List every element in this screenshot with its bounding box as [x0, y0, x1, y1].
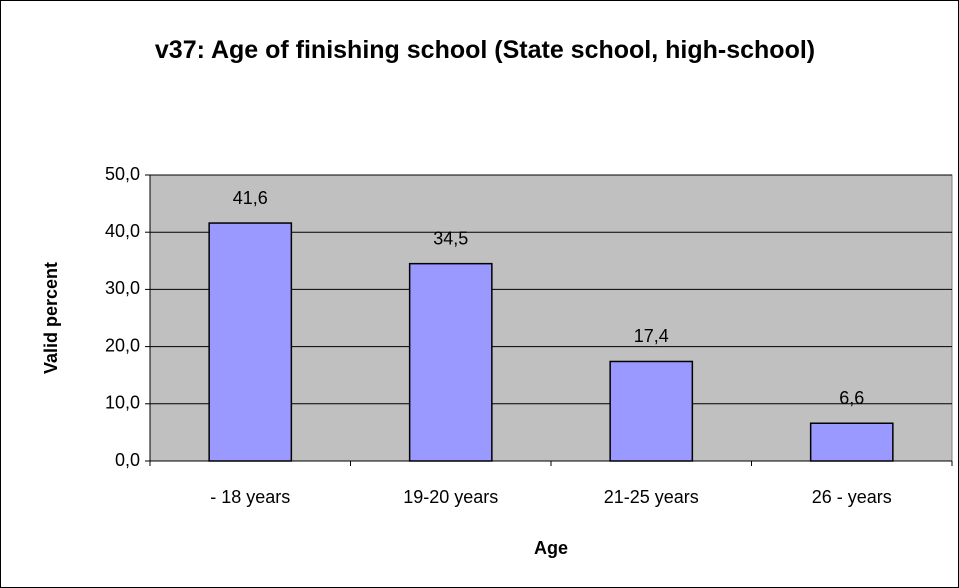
y-tick-label: 30,0: [105, 278, 140, 298]
value-label: 41,6: [233, 188, 268, 208]
y-tick-label: 10,0: [105, 393, 140, 413]
bar: [408, 262, 493, 462]
y-tick-label: 20,0: [105, 335, 140, 355]
y-axis-label: Valid percent: [41, 262, 61, 374]
y-tick-label: 40,0: [105, 221, 140, 241]
bar: [809, 422, 894, 462]
chart-title: v37: Age of finishing school (State scho…: [154, 36, 816, 64]
bar: [208, 222, 293, 462]
y-tick-label: 50,0: [105, 164, 140, 184]
x-tick-label: - 18 years: [210, 487, 290, 507]
x-tick-label: 26 - years: [812, 487, 892, 507]
value-label: 17,4: [634, 326, 669, 346]
value-label: 34,5: [433, 228, 468, 248]
bar: [609, 360, 694, 462]
x-axis-label: Age: [534, 538, 568, 558]
value-label: 6,6: [839, 388, 864, 408]
x-tick-label: 19-20 years: [403, 487, 498, 507]
y-tick-label: 0,0: [115, 450, 140, 470]
x-tick-label: 21-25 years: [604, 487, 699, 507]
